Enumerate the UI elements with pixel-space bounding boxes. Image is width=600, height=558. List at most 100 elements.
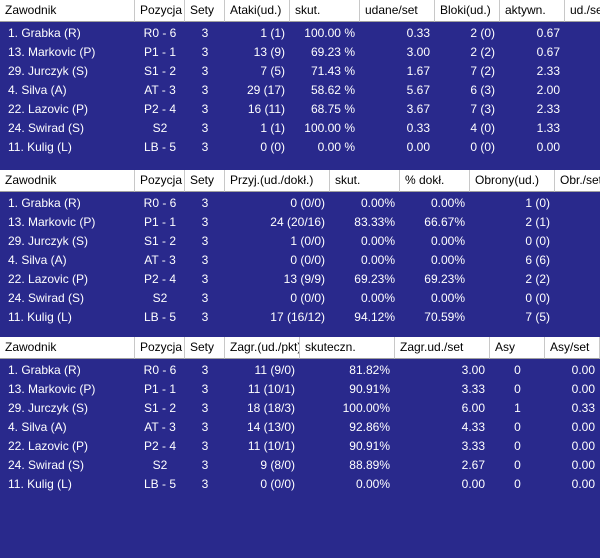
table-cell: 11 (10/1) <box>247 439 295 453</box>
table-cell: 3 <box>201 234 209 248</box>
column-header[interactable]: Ataki(ud.) <box>225 0 290 22</box>
table-cell: 13. Markovic (P) <box>8 215 96 229</box>
table-cell: 83.33% <box>354 215 395 229</box>
table-cell: 13 (9) <box>253 45 285 59</box>
table-cell: LB - 5 <box>143 310 176 324</box>
column-header[interactable]: skut. <box>290 0 360 22</box>
table-cell: P1 - 1 <box>143 45 176 59</box>
table-cell: 5.67 <box>406 83 430 97</box>
column-header[interactable]: skuteczn. <box>300 337 395 359</box>
table-cell: 0.00% <box>360 291 395 305</box>
table-cell: 0.00 <box>565 119 600 138</box>
table-cell: P1 - 1 <box>143 215 176 229</box>
table-cell: 3 <box>201 140 209 154</box>
table-cell: 3 <box>201 26 209 40</box>
table-cell: 3.33 <box>461 382 485 396</box>
column-header[interactable]: Obrony(ud.) <box>470 170 555 192</box>
table-cell: 3.67 <box>406 102 430 116</box>
column-header[interactable]: Sety <box>185 0 225 22</box>
column-header[interactable]: Bloki(ud.) <box>435 0 500 22</box>
table-cell: 0.67 <box>536 26 560 40</box>
table-cell: 58.62 % <box>310 83 355 97</box>
table-cell: 3.33 <box>461 439 485 453</box>
column-header[interactable]: Pozycja <box>135 170 185 192</box>
table-cell: LB - 5 <box>143 140 176 154</box>
table-cell: 1.00 <box>565 81 600 100</box>
table-cell: 66.67% <box>424 215 465 229</box>
table-cell: 0 <box>514 458 521 472</box>
table-cell: 0 (0) <box>470 140 495 154</box>
table-cell: 2 (0) <box>470 26 495 40</box>
table-cell: 2.33 <box>536 64 560 78</box>
table-cell: 0.00 <box>555 289 600 308</box>
column-header[interactable]: Asy <box>490 337 545 359</box>
table-cell: 3 <box>201 272 209 286</box>
table-cell: 7 (5) <box>525 310 550 324</box>
table-cell: LB - 5 <box>143 477 176 491</box>
table-cell: P2 - 4 <box>143 102 176 116</box>
table-cell: 2 (1) <box>525 215 550 229</box>
column-header[interactable]: Zagr.ud./set <box>395 337 490 359</box>
column-header[interactable]: Obr./set <box>555 170 600 192</box>
column-header[interactable]: Sety <box>185 337 225 359</box>
table-cell: 0.00 <box>555 232 600 251</box>
table-cell: 3 <box>201 477 209 491</box>
column-header[interactable]: aktywn. <box>500 0 565 22</box>
column-header[interactable]: % dokł. <box>400 170 470 192</box>
table-cell: 2.33 <box>536 102 560 116</box>
column-header[interactable]: Zawodnik <box>0 0 135 22</box>
column-header[interactable]: Sety <box>185 170 225 192</box>
table-cell: 1.67 <box>406 64 430 78</box>
table-cell: 3 <box>201 401 209 415</box>
table-cell: 1. Grabka (R) <box>8 363 81 377</box>
table-cell: 1.00 <box>565 100 600 119</box>
column-header[interactable]: Zagr.(ud./pkt) <box>225 337 300 359</box>
table-cell: 2.00 <box>555 251 600 270</box>
table-cell: 88.89% <box>349 458 390 472</box>
table-cell: 0.00% <box>360 253 395 267</box>
table-cell: 0.00 <box>565 138 600 157</box>
table-cell: AT - 3 <box>144 83 176 97</box>
table-cell: 3 <box>201 458 209 472</box>
table-cell: S1 - 2 <box>143 64 176 78</box>
column-header[interactable]: udane/set <box>360 0 435 22</box>
table-cell: S2 <box>152 121 168 135</box>
table-cell: 90.91% <box>349 439 390 453</box>
table-cell: 0 <box>514 439 521 453</box>
table-cell: 1. Grabka (R) <box>8 196 81 210</box>
table-cell: 13. Markovic (P) <box>8 45 96 59</box>
table-cell: 3 <box>201 310 209 324</box>
table-cell: 3 <box>201 83 209 97</box>
column-header[interactable]: Pozycja <box>135 0 185 22</box>
table-cell: 11. Kulig (L) <box>8 310 72 324</box>
table-cell: P2 - 4 <box>143 439 176 453</box>
table-cell: 3 <box>201 102 209 116</box>
column-header[interactable]: Przyj.(ud./dokł.) <box>225 170 330 192</box>
table-cell: 6 (6) <box>525 253 550 267</box>
column-header[interactable]: Asy/set <box>545 337 600 359</box>
table-cell: 3.00 <box>461 363 485 377</box>
column-header[interactable]: Pozycja <box>135 337 185 359</box>
table-cell: 0 (0) <box>525 234 550 248</box>
column-header[interactable]: Zawodnik <box>0 337 135 359</box>
table-cell: AT - 3 <box>144 420 176 434</box>
column-header[interactable]: ud./set <box>565 0 600 22</box>
table-cell: 22. Lazovic (P) <box>8 439 89 453</box>
table-cell: 29. Jurczyk (S) <box>8 234 89 248</box>
table-cell: 2.00 <box>536 83 560 97</box>
table-cell: 70.59% <box>424 310 465 324</box>
table-cell: 24 (20/16) <box>270 215 325 229</box>
table-cell: 0.00 <box>536 140 560 154</box>
column-header[interactable]: Zawodnik <box>0 170 135 192</box>
table-cell: 71.43 % <box>310 64 355 78</box>
table-cell: 11. Kulig (L) <box>8 140 72 154</box>
table-cell: 3 <box>201 420 209 434</box>
table-cell: 4. Silva (A) <box>8 420 67 434</box>
table-cell: 1 <box>514 401 521 415</box>
table-cell: 29. Jurczyk (S) <box>8 401 89 415</box>
table-cell: 13 (9/9) <box>283 272 325 286</box>
table-cell: 3 <box>201 291 209 305</box>
table-cell: 13. Markovic (P) <box>8 382 96 396</box>
table-cell: 68.75 % <box>310 102 355 116</box>
column-header[interactable]: skut. <box>330 170 400 192</box>
